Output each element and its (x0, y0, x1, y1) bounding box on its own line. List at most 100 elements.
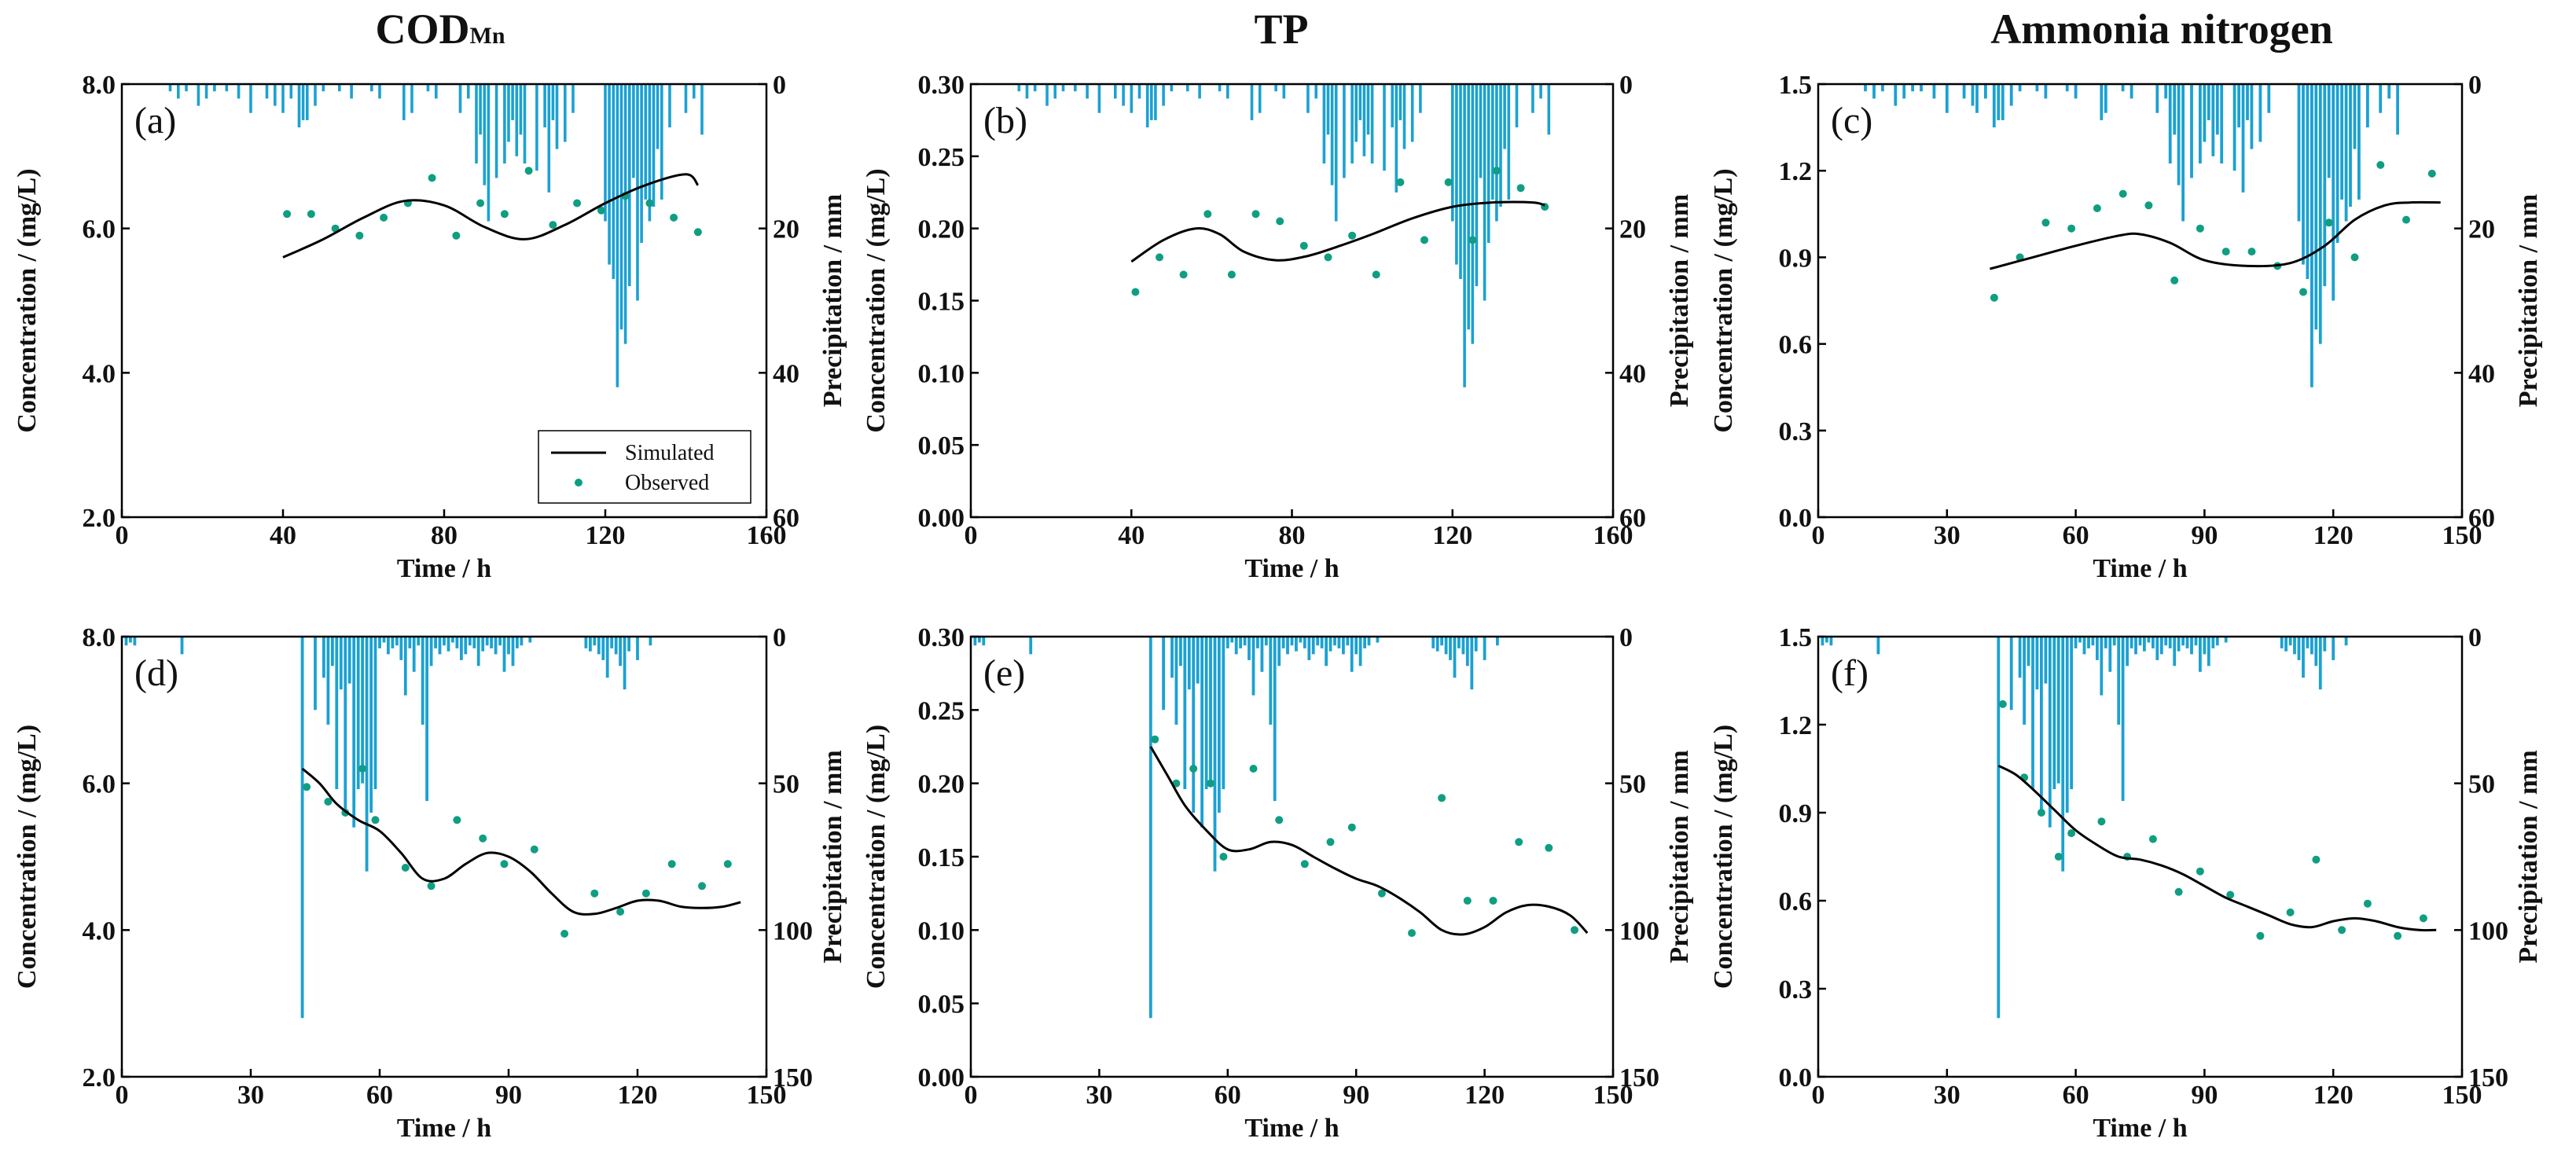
precip-bar (605, 637, 609, 678)
precip-bars (168, 84, 704, 387)
observed-point (1300, 860, 1309, 868)
precip-bar (2052, 637, 2056, 790)
precip-bar (344, 637, 347, 813)
precip-bar (483, 84, 487, 185)
x-tick-label: 0 (965, 1081, 978, 1110)
precip-bar (1053, 84, 1056, 99)
precip-bar (476, 637, 480, 666)
y-tick-label: 0.15 (918, 843, 965, 872)
precip-bar (2173, 84, 2177, 135)
precip-bar (249, 84, 252, 113)
simulated-line (1990, 200, 2441, 270)
observed-point (428, 174, 436, 182)
precip-bar (168, 84, 172, 92)
precip-bar (614, 637, 618, 655)
precip-bar (1992, 84, 1996, 128)
y-tick-label: 0.0 (1779, 1063, 1813, 1092)
precip-bar (2023, 637, 2026, 725)
precip-bar (2379, 84, 2383, 113)
precip-bar (1346, 637, 1350, 646)
precip-bar (1451, 84, 1454, 222)
precip-bar (1350, 84, 1354, 163)
y-tick-label: 0.10 (918, 916, 965, 946)
precip-bar (451, 637, 454, 643)
precip-bar (1465, 637, 1469, 666)
precip-bar (1503, 84, 1506, 149)
precip-bar (373, 637, 377, 790)
precip-bar (511, 84, 514, 120)
precip-bar (338, 84, 341, 92)
observed-point (1372, 270, 1380, 279)
y2-tick-label: 100 (773, 916, 813, 946)
precip-bar (1322, 84, 1326, 163)
y-axis-label: Concentration / (mg/L) (13, 725, 42, 989)
precip-bar (1470, 637, 1474, 690)
precip-bar (652, 84, 656, 207)
y2-tick-label: 100 (1619, 916, 1659, 946)
precip-bar (2117, 637, 2121, 725)
precip-bar (1461, 637, 1465, 655)
precip-bar (2155, 84, 2159, 113)
precip-bar (1174, 637, 1178, 725)
observed-point (2419, 914, 2427, 923)
precip-bar (1306, 84, 1310, 113)
observed-point (2093, 204, 2101, 212)
precip-bar (584, 637, 588, 648)
observed-point (2118, 189, 2127, 198)
y-tick-label: 4.0 (83, 359, 116, 388)
y-tick-label: 0.3 (1779, 975, 1813, 1004)
y-axis-label: Concentration / (mg/L) (862, 725, 891, 989)
precip-bar (1162, 84, 1165, 106)
precip-bar (1243, 637, 1247, 646)
precip-bar (2310, 637, 2313, 655)
precip-bar (1435, 637, 1439, 652)
y-axis-label: Concentration / (mg/L) (1709, 168, 1738, 432)
precip-bar (1507, 84, 1511, 200)
precip-bar (399, 637, 403, 660)
precip-bar (403, 637, 407, 696)
precip-bar (2100, 84, 2104, 120)
x-tick-label: 120 (586, 521, 626, 550)
precip-bar (322, 84, 325, 92)
precip-bar (604, 84, 607, 222)
precip-bar (2181, 84, 2185, 222)
y2-tick-label: 20 (773, 215, 799, 244)
precip-bar (2104, 637, 2107, 648)
y2-tick-label: 150 (1619, 1063, 1659, 1092)
y-tick-label: 0.20 (918, 770, 965, 799)
observed-point (2376, 160, 2385, 169)
observed-point (1998, 700, 2007, 708)
y-tick-label: 0.25 (918, 696, 965, 725)
precip-bar (2207, 637, 2210, 666)
precip-bar (648, 84, 652, 222)
precip-bar (1864, 84, 1867, 92)
precip-bar (623, 637, 627, 690)
precip-bar (1130, 84, 1134, 113)
precip-bar (455, 637, 459, 648)
precip-bar (1303, 637, 1306, 648)
precip-bar (668, 84, 671, 128)
observed-point (1545, 843, 1553, 852)
precip-bar (2302, 84, 2305, 265)
observed-point (1377, 889, 1386, 898)
observed-point (693, 228, 702, 237)
y2-tick-label: 0 (1619, 71, 1633, 100)
y-tick-label: 1.5 (1779, 623, 1813, 652)
precip-bar (1479, 84, 1483, 178)
precip-bar (2147, 637, 2151, 643)
precip-bar (1311, 637, 1315, 655)
precip-bar (326, 637, 330, 725)
precip-bar (300, 637, 304, 1019)
precip-bar (978, 637, 981, 643)
precip-bar (2190, 84, 2193, 178)
precip-bar (1045, 84, 1049, 106)
precip-bar (1213, 637, 1217, 872)
precip-bar (197, 84, 200, 106)
precip-bar (265, 84, 269, 99)
precip-bar (446, 637, 450, 652)
precip-bar (1402, 84, 1406, 149)
y-tick-label: 0.20 (918, 215, 965, 244)
precip-bar (1086, 84, 1089, 99)
observed-point (645, 199, 654, 207)
